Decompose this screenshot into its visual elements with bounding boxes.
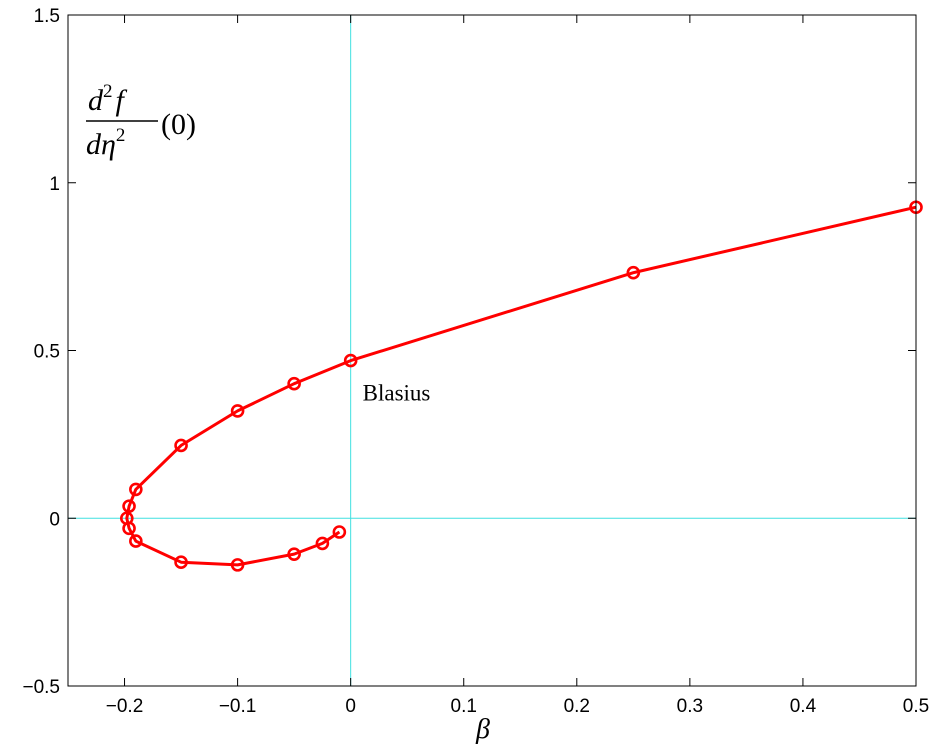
x-tick-label: −0.2 [106, 696, 144, 717]
data-point [287, 376, 301, 391]
svg-text:dη2: dη2 [86, 125, 125, 161]
y-tick-label: 0 [49, 509, 60, 530]
data-point [230, 558, 245, 572]
x-axis-label: β [475, 714, 490, 745]
ylabel-den-eta: η [101, 128, 116, 161]
y-tick-label: 1 [49, 174, 60, 195]
x-tick-label: 0.1 [451, 696, 477, 717]
ticks [68, 14, 917, 687]
data-point [174, 555, 188, 570]
ylabel-num-exp: 2 [103, 81, 113, 102]
data-point [343, 353, 358, 368]
data-point [626, 265, 641, 280]
ylabel-argument: (0) [161, 108, 196, 141]
annotations: Blasius [363, 381, 431, 406]
ylabel-den-exp: 2 [116, 125, 126, 146]
ylabel-den-d: d [86, 128, 102, 161]
y-tick-label: 1.5 [34, 6, 60, 27]
svg-text:d2f: d2 f [88, 81, 128, 117]
data-point [332, 525, 347, 539]
x-tick-label: 0.5 [903, 696, 929, 717]
data-point [122, 521, 136, 536]
series-line [125, 205, 917, 567]
data-point [174, 438, 188, 453]
data-point [315, 536, 330, 551]
data-point [122, 499, 136, 513]
data-point [287, 547, 301, 561]
data-point [129, 534, 143, 548]
y-axis-label: d2 f dη2 (0) [86, 81, 196, 161]
data-point [129, 482, 143, 497]
ylabel-num-f: f [116, 84, 128, 117]
x-tick-label: 0.3 [677, 696, 703, 717]
x-tick-label: 0.4 [790, 696, 817, 717]
tick-labels: −0.2 −0.1 0 0.1 0.2 0.3 0.4 0.5 −0.5 0 0.5 1 1.5 [22, 6, 929, 717]
y-tick-label: 0.5 [34, 342, 60, 363]
annotation-blasius: Blasius [363, 381, 431, 406]
reference-lines [68, 15, 916, 686]
series-layer [119, 200, 923, 572]
x-tick-label: 0 [345, 696, 356, 717]
x-tick-label: −0.1 [219, 696, 257, 717]
data-point [230, 404, 245, 418]
ylabel-num-d: d [88, 84, 104, 117]
x-tick-label: 0.2 [564, 696, 590, 717]
y-tick-label: −0.5 [22, 677, 60, 698]
